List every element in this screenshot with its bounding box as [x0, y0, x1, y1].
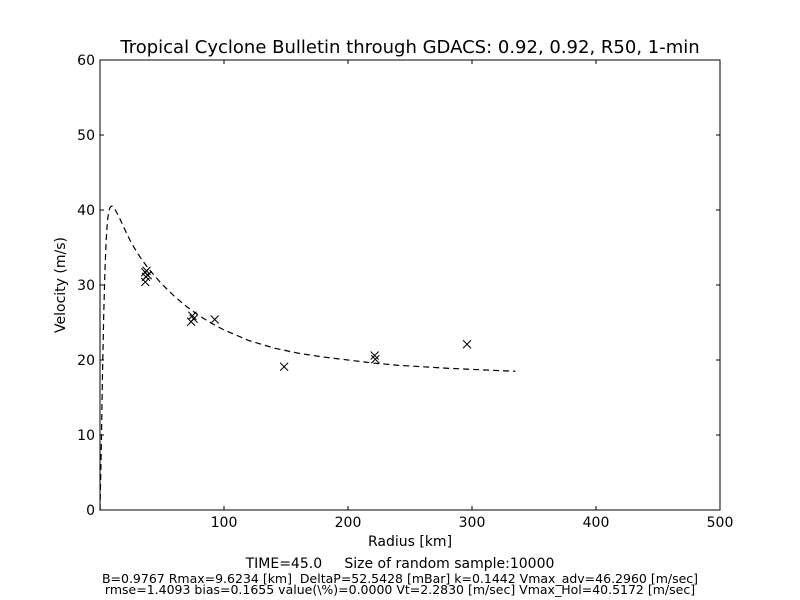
observation-point: [143, 270, 153, 280]
plot-area: [99, 59, 721, 511]
x-axis-label: Radius [km]: [368, 534, 452, 550]
y-tick-label: 30: [77, 278, 95, 294]
y-tick-label: 0: [86, 503, 95, 519]
chart-title: Tropical Cyclone Bulletin through GDACS:…: [119, 37, 699, 58]
x-tick-label: 400: [583, 515, 610, 531]
observation-point: [370, 354, 380, 364]
fitted-profile-line: [99, 205, 516, 511]
observation-point: [188, 311, 197, 321]
observation-point: [189, 314, 198, 324]
footer-statistics-line: rmse=1.4093 bias=0.1655 value(\%)=0.0000…: [104, 582, 696, 597]
x-tick-label: 500: [707, 515, 734, 531]
x-tick-label: 200: [335, 515, 362, 531]
y-tick-label: 40: [77, 203, 95, 219]
footer-summary: TIME=45.0 Size of random sample:10000: [245, 556, 555, 572]
y-axis-label: Velocity (m/s): [53, 237, 69, 333]
observation-point: [370, 351, 380, 360]
y-tick-label: 20: [77, 353, 95, 369]
axis-ticks: 100 200 300 400 500 0 10 20 30 40 50 60: [77, 53, 733, 531]
footer-parameters-line: B=0.9767 Rmax=9.6234 [km] DeltaP=52.5428…: [101, 571, 699, 586]
fitted-profile-layer: [99, 205, 516, 511]
x-tick-label: 300: [459, 515, 486, 531]
y-tick-label: 50: [77, 128, 95, 144]
observation-points-layer: [140, 266, 472, 372]
observation-point: [462, 339, 472, 349]
observation-point: [140, 277, 150, 287]
y-tick-label: 60: [77, 53, 95, 69]
x-tick-label: 100: [211, 515, 238, 531]
observation-point: [210, 315, 220, 324]
y-tick-label: 10: [77, 428, 95, 444]
observation-point: [279, 362, 289, 372]
